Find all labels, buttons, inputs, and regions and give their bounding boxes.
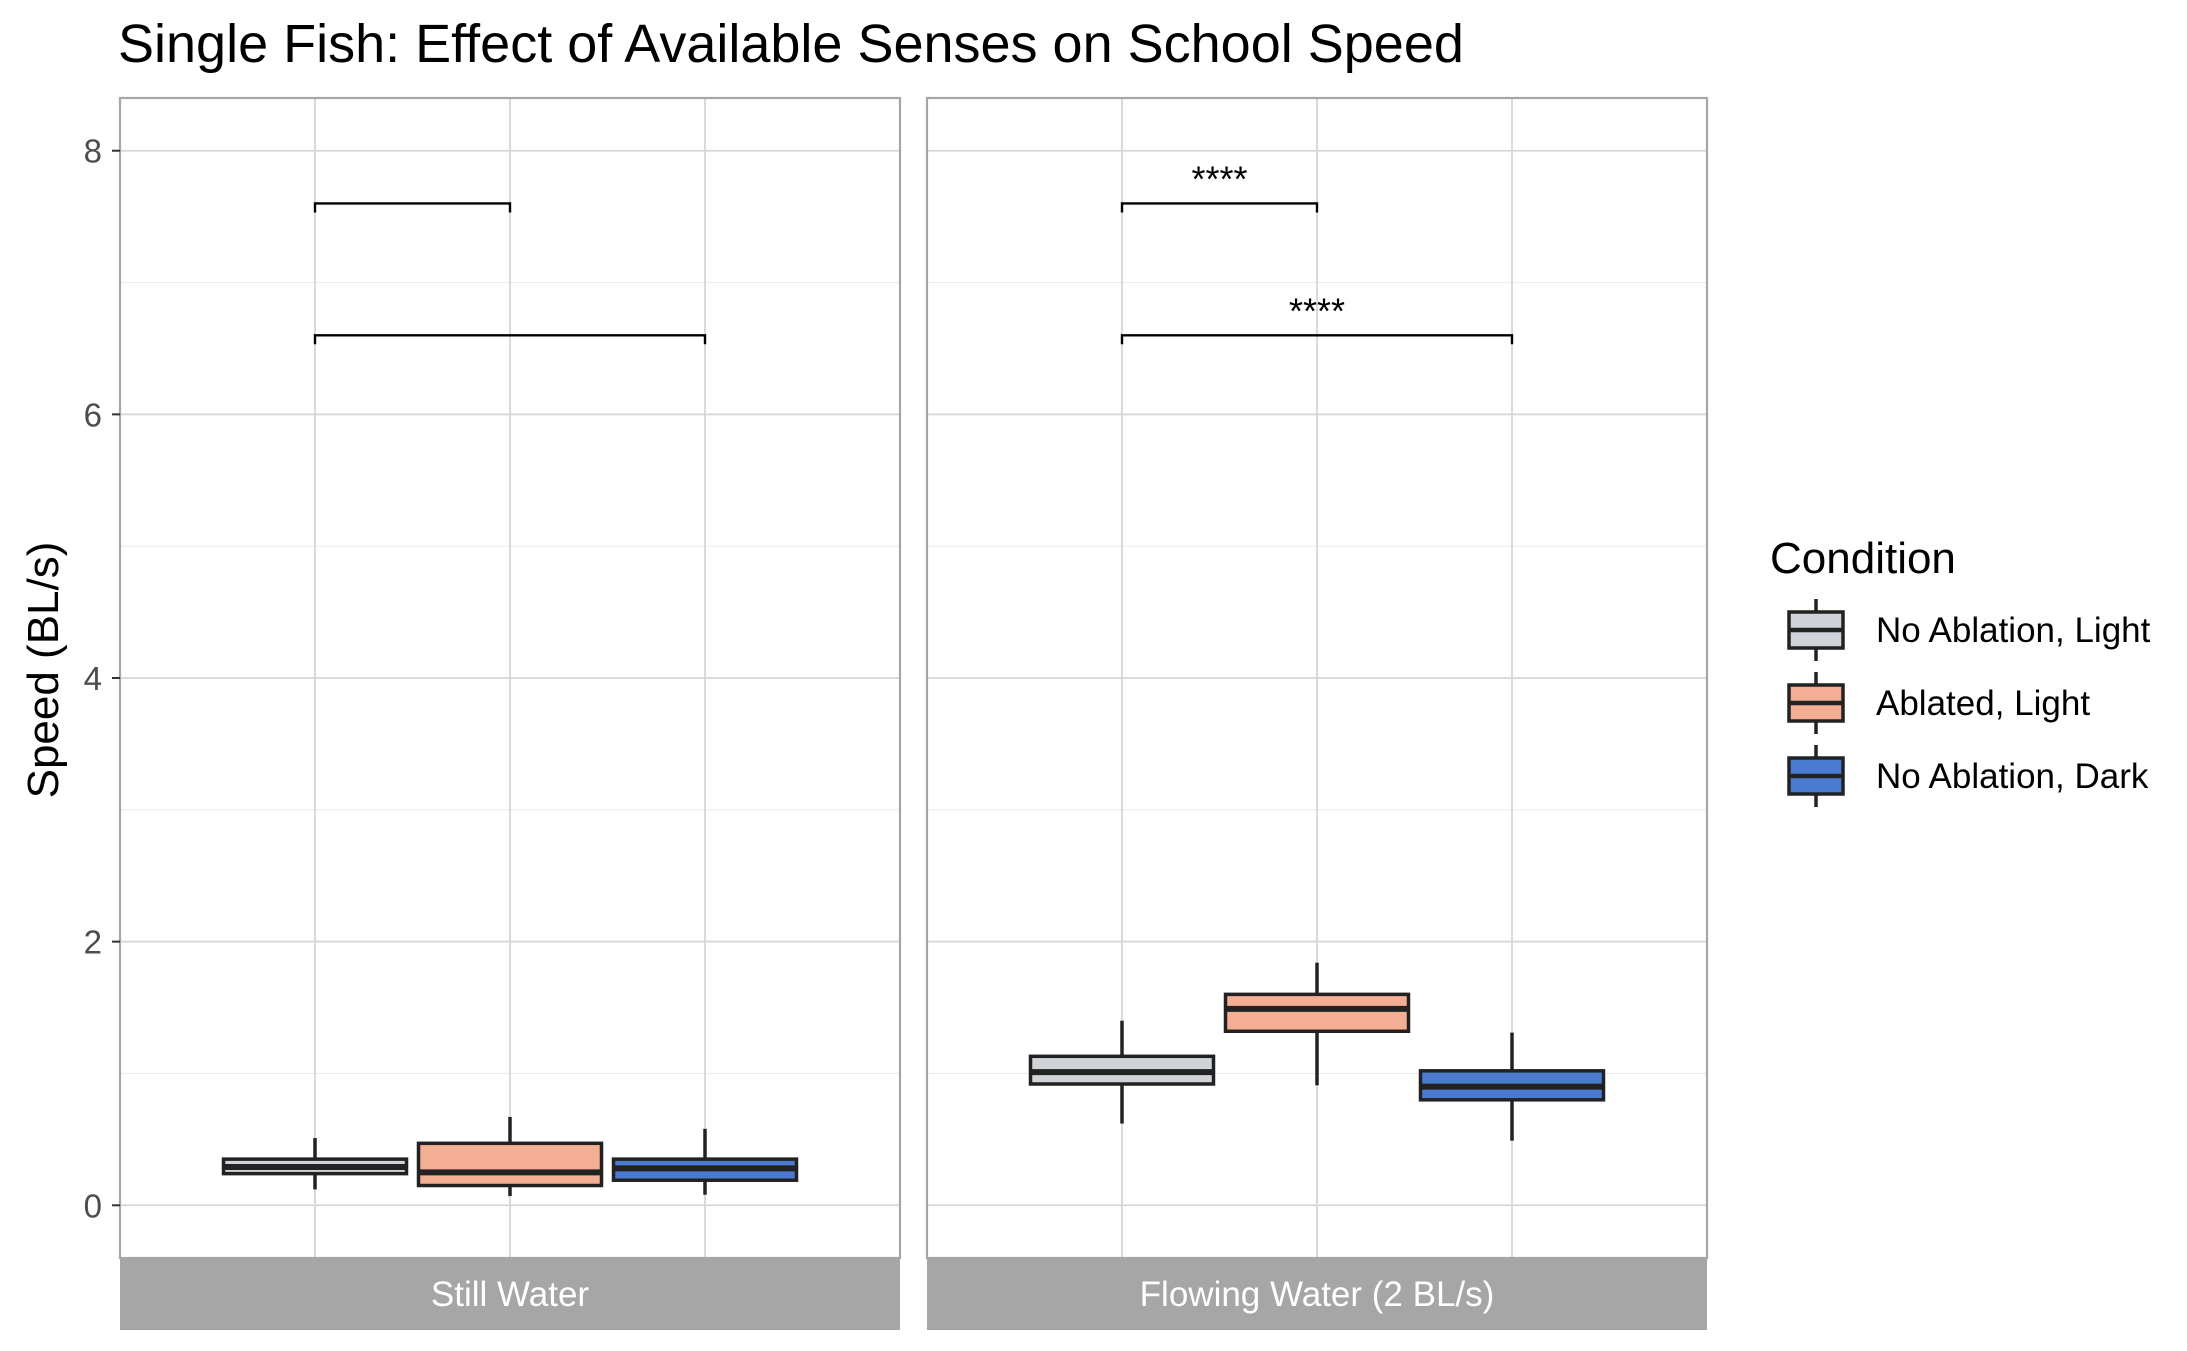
y-tick-label: 0 — [84, 1187, 102, 1224]
box-body — [1223, 992, 1411, 1034]
significance-bracket — [1120, 202, 1319, 213]
legend-entry-3: No Ablation, Dark — [1787, 745, 2149, 807]
legend-entry-2: Ablated, Light — [1787, 672, 2090, 734]
box-no-ablation-dark — [1418, 1032, 1606, 1141]
significance-bracket — [313, 202, 512, 213]
legend-title: Condition — [1770, 534, 1956, 583]
significance-bracket — [1120, 334, 1514, 345]
legend-entry-label: No Ablation, Dark — [1876, 757, 2149, 796]
box-ablated-light — [1223, 962, 1411, 1086]
y-axis-label: Speed (BL/s) — [19, 542, 68, 799]
chart-title: Single Fish: Effect of Available Senses … — [118, 14, 1464, 74]
box-ablated-light — [416, 1116, 604, 1197]
significance-label: **** — [1191, 158, 1247, 199]
y-tick-label: 4 — [84, 660, 102, 697]
panel-2: **** **** Flowing Water (2 BL/s) — [925, 96, 1709, 1330]
y-tick-label: 2 — [84, 924, 102, 961]
legend: Condition No Ablation, Light Ablated, Lig… — [1770, 534, 2151, 807]
y-tick-label: 8 — [84, 133, 102, 170]
significance-bracket — [313, 334, 707, 345]
box-no-ablation-dark — [611, 1128, 799, 1195]
facet-strip-label: Flowing Water (2 BL/s) — [1140, 1275, 1495, 1314]
box-no-ablation-light — [221, 1138, 409, 1190]
box-body — [416, 1141, 604, 1188]
panels: Still Water 0 2 4 6 8 **** **** Flowing Water (2… — [84, 96, 1709, 1330]
panel-1: Still Water 0 2 4 6 8 — [84, 96, 902, 1330]
box-no-ablation-light — [1028, 1020, 1216, 1124]
y-tick-label: 6 — [84, 396, 102, 433]
significance-label: **** — [1289, 290, 1345, 331]
facet-strip — [927, 1258, 1707, 1330]
legend-entry-1: No Ablation, Light — [1787, 599, 2151, 661]
legend-entry-label: No Ablation, Light — [1876, 611, 2151, 650]
facet-strip-label: Still Water — [431, 1275, 590, 1314]
legend-entry-label: Ablated, Light — [1876, 684, 2090, 723]
facet-strip — [120, 1258, 900, 1330]
